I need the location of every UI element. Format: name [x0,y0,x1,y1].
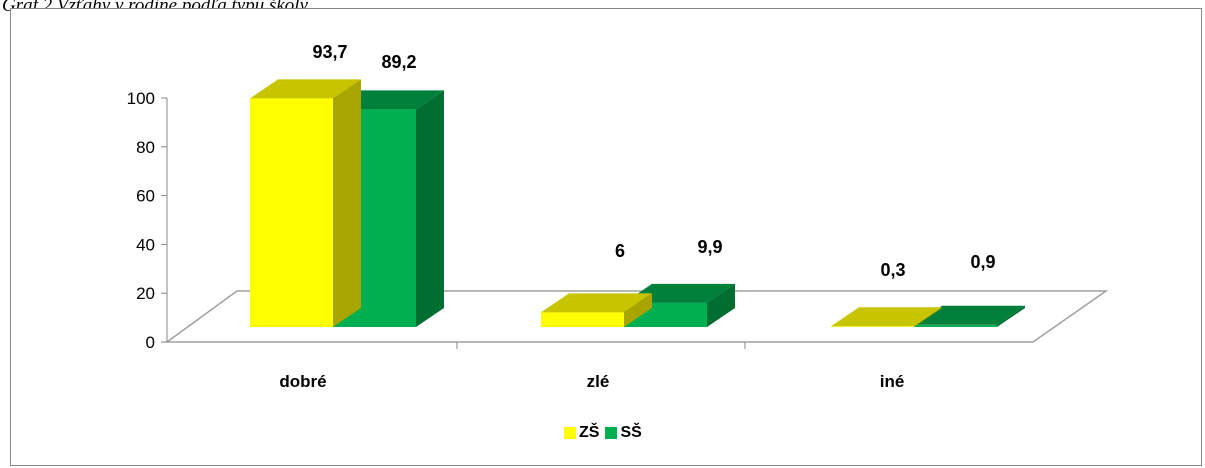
bar-1-2-top [914,305,1025,325]
legend-item-zs: ZŠ [564,424,599,442]
legend-swatch-zs [564,427,576,439]
bar-1-0-side [416,90,444,328]
chart-bars [250,79,1025,328]
chart-legend: ZŠ SŠ [564,424,648,442]
bar-0-0-top [250,79,361,99]
x-category-label: iné [880,372,905,391]
y-tick-label: 0 [146,333,155,352]
bar-0-0 [250,79,361,327]
bar-0-2 [831,307,942,327]
bar-0-2-front [831,326,914,327]
bar-0-1-front [541,312,624,327]
bar-1-2-front [914,324,997,327]
chart-floor [164,290,1109,343]
x-category-label: dobré [279,372,326,391]
bar-0-0-side [333,79,361,327]
bar-0-2-top [831,307,942,327]
bar-0-1-top [541,293,652,313]
y-tick-label: 80 [136,138,155,157]
y-tick-label: 100 [127,89,155,108]
y-tick-label: 60 [136,187,155,206]
bar-0-1 [541,293,652,327]
data-label: 9,9 [697,237,722,257]
data-label: 0,3 [880,260,905,280]
legend-swatch-ss [605,427,618,439]
legend-item-ss: SŠ [605,424,642,442]
bar-0-0-front [250,98,333,327]
data-label: 89,2 [381,52,416,72]
legend-label-zs: ZŠ [579,424,600,441]
bar-1-2 [914,305,1025,327]
data-label: 0,9 [970,252,995,272]
bar-0-1-side [624,293,652,327]
data-label: 6 [615,241,625,261]
y-tick-label: 40 [136,235,155,254]
data-label: 93,7 [312,42,347,62]
chart-labels: dobré 93,7 89,2 zlé 6 9,9 iné 0,3 0,9 [279,42,995,391]
bar-1-2-side [997,305,1025,327]
x-category-label: zlé [587,372,610,391]
bar-0-2-side [914,307,942,327]
legend-label-ss: SŠ [620,424,642,441]
chart-floor-outline [164,290,1109,343]
y-tick-label: 20 [136,284,155,303]
chart-axis: 0 20 40 60 80 100 [127,89,746,352]
chart-frame [10,8,1202,466]
bar-1-1-side [707,283,735,327]
